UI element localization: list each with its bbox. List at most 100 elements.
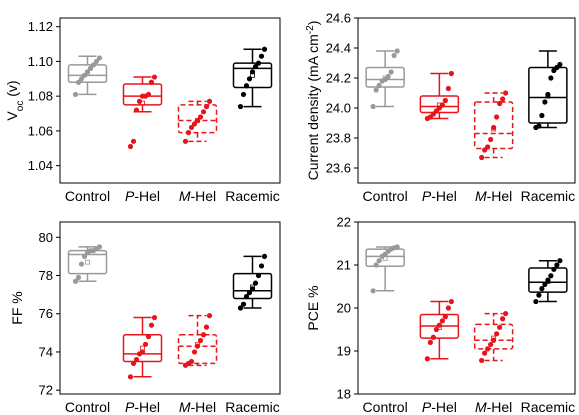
box-iqr bbox=[528, 66, 568, 124]
data-point bbox=[497, 100, 503, 107]
data-point bbox=[542, 99, 548, 105]
x-category-label: P-Hel bbox=[422, 188, 457, 204]
data-point bbox=[536, 123, 542, 129]
data-point bbox=[93, 58, 100, 65]
data-point bbox=[194, 117, 201, 124]
data-point bbox=[376, 258, 382, 264]
data-point bbox=[448, 70, 454, 77]
data-point bbox=[494, 114, 500, 120]
data-point bbox=[433, 326, 439, 333]
data-point bbox=[491, 124, 497, 131]
data-point bbox=[557, 258, 563, 264]
x-category-label: M-Hel bbox=[475, 188, 512, 204]
data-point bbox=[394, 48, 400, 54]
data-point bbox=[81, 72, 88, 78]
data-point bbox=[243, 293, 250, 300]
y-tick-label: 1.06 bbox=[28, 123, 53, 138]
x-category-label: P-Hel bbox=[422, 399, 457, 415]
data-point bbox=[72, 91, 79, 98]
x-category-label: P-Hel bbox=[125, 188, 160, 204]
data-point bbox=[258, 53, 265, 59]
box-2 bbox=[122, 314, 163, 380]
plot-frame bbox=[357, 17, 576, 184]
y-tick-label: 76 bbox=[39, 306, 53, 321]
data-point bbox=[479, 154, 485, 161]
data-point bbox=[385, 73, 391, 80]
data-point bbox=[130, 138, 137, 144]
x-category-label: Control bbox=[65, 399, 110, 415]
data-point bbox=[445, 305, 451, 311]
data-point bbox=[503, 310, 509, 317]
data-point bbox=[194, 343, 201, 349]
data-point bbox=[548, 75, 554, 81]
x-category-label: Control bbox=[363, 399, 408, 415]
data-point bbox=[96, 244, 103, 250]
data-point bbox=[203, 103, 210, 110]
data-point bbox=[391, 52, 397, 59]
data-point bbox=[261, 253, 268, 259]
box-3 bbox=[177, 313, 218, 368]
y-tick-label: 24.0 bbox=[326, 101, 351, 116]
data-point bbox=[200, 332, 207, 338]
x-category-label: Control bbox=[65, 188, 110, 204]
box-iqr bbox=[528, 267, 568, 293]
y-tick-label: 23.6 bbox=[326, 161, 351, 176]
data-point bbox=[370, 288, 376, 294]
box-iqr bbox=[177, 334, 218, 365]
data-point bbox=[188, 124, 195, 131]
data-point bbox=[445, 85, 451, 92]
data-point bbox=[90, 62, 97, 68]
data-point bbox=[500, 96, 506, 102]
y-tick-label: 74 bbox=[39, 344, 53, 359]
data-point bbox=[240, 91, 247, 98]
y-axis-label: Current density (mA cm-2) bbox=[305, 21, 322, 181]
x-category-label: Racemic bbox=[225, 188, 279, 204]
data-point bbox=[87, 65, 94, 71]
data-point bbox=[191, 349, 198, 355]
data-point bbox=[136, 98, 143, 104]
data-point bbox=[133, 107, 140, 113]
y-tick-label: 24.4 bbox=[326, 41, 351, 56]
box-2 bbox=[419, 298, 460, 362]
data-point bbox=[394, 244, 400, 250]
data-point bbox=[439, 102, 445, 108]
data-point bbox=[542, 281, 548, 287]
data-point bbox=[148, 79, 155, 85]
y-tick-label: 22 bbox=[337, 215, 351, 230]
data-point bbox=[188, 358, 195, 365]
x-category-label: Control bbox=[363, 188, 408, 204]
data-point bbox=[148, 322, 155, 328]
data-point bbox=[127, 374, 134, 380]
data-point bbox=[243, 83, 250, 89]
data-point bbox=[203, 324, 210, 330]
data-point bbox=[439, 318, 445, 324]
data-point bbox=[491, 337, 497, 343]
y-axis-label: Voc (v) bbox=[4, 80, 26, 120]
data-point bbox=[554, 262, 560, 268]
box-iqr bbox=[232, 272, 273, 300]
data-point bbox=[133, 357, 140, 363]
data-point bbox=[255, 272, 262, 279]
data-point bbox=[206, 313, 213, 319]
y-tick-label: 24.6 bbox=[326, 11, 351, 26]
data-point bbox=[200, 109, 207, 115]
box-iqr bbox=[473, 101, 514, 150]
data-point bbox=[197, 114, 204, 120]
box-3 bbox=[473, 90, 514, 161]
data-point bbox=[252, 280, 259, 286]
data-point bbox=[185, 130, 192, 136]
y-tick-label: 1.08 bbox=[28, 89, 53, 104]
x-category-label: M-Hel bbox=[475, 399, 512, 415]
y-axis-label: PCE % bbox=[305, 285, 321, 330]
data-point bbox=[448, 298, 454, 305]
data-point bbox=[436, 322, 442, 328]
y-tick-label: 80 bbox=[39, 230, 53, 245]
y-tick-label: 78 bbox=[39, 268, 53, 283]
box-1 bbox=[67, 55, 108, 98]
data-point bbox=[84, 69, 91, 75]
data-point bbox=[237, 103, 244, 110]
box-4 bbox=[232, 46, 273, 110]
x-category-label: Racemic bbox=[521, 188, 575, 204]
box-4 bbox=[528, 50, 568, 131]
y-tick-label: 18 bbox=[337, 387, 351, 402]
